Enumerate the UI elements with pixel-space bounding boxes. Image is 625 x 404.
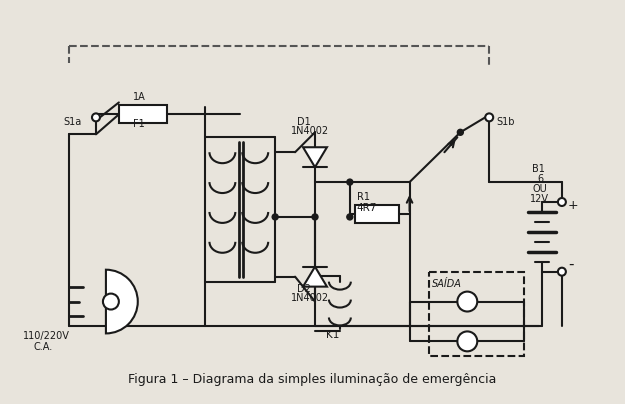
Circle shape — [103, 294, 119, 309]
Text: Figura 1 – Diagrama da simples iluminação de emergência: Figura 1 – Diagrama da simples iluminaçã… — [128, 373, 496, 386]
Text: +: + — [568, 199, 579, 212]
Text: R1: R1 — [357, 192, 370, 202]
Text: K1: K1 — [326, 330, 339, 341]
Circle shape — [458, 331, 478, 351]
Text: S1a: S1a — [63, 117, 81, 127]
Wedge shape — [106, 270, 138, 333]
Circle shape — [558, 268, 566, 276]
FancyBboxPatch shape — [119, 105, 167, 123]
Circle shape — [347, 179, 353, 185]
Text: 1N4002: 1N4002 — [291, 126, 329, 136]
Polygon shape — [303, 147, 327, 167]
Circle shape — [92, 114, 100, 121]
Circle shape — [312, 214, 318, 220]
Circle shape — [272, 214, 278, 220]
Text: 6: 6 — [537, 174, 543, 184]
Circle shape — [347, 214, 353, 220]
Text: 110/220V: 110/220V — [23, 331, 70, 341]
Text: SAÍDA: SAÍDA — [431, 279, 461, 288]
Circle shape — [458, 292, 478, 311]
Circle shape — [485, 114, 493, 121]
Text: OU: OU — [532, 184, 547, 194]
Text: F1: F1 — [132, 119, 144, 129]
Text: 1N4002: 1N4002 — [291, 292, 329, 303]
Text: 12V: 12V — [530, 194, 549, 204]
Text: 1A: 1A — [132, 93, 146, 103]
Text: 4R7: 4R7 — [357, 203, 377, 213]
Text: S1b: S1b — [496, 117, 514, 127]
Text: B1: B1 — [532, 164, 545, 174]
Text: D1: D1 — [297, 117, 311, 127]
FancyBboxPatch shape — [355, 205, 399, 223]
Text: -: - — [568, 257, 573, 272]
Circle shape — [558, 198, 566, 206]
Polygon shape — [303, 267, 327, 286]
Text: C.A.: C.A. — [33, 342, 52, 352]
Circle shape — [458, 129, 463, 135]
Text: D2: D2 — [297, 284, 311, 294]
